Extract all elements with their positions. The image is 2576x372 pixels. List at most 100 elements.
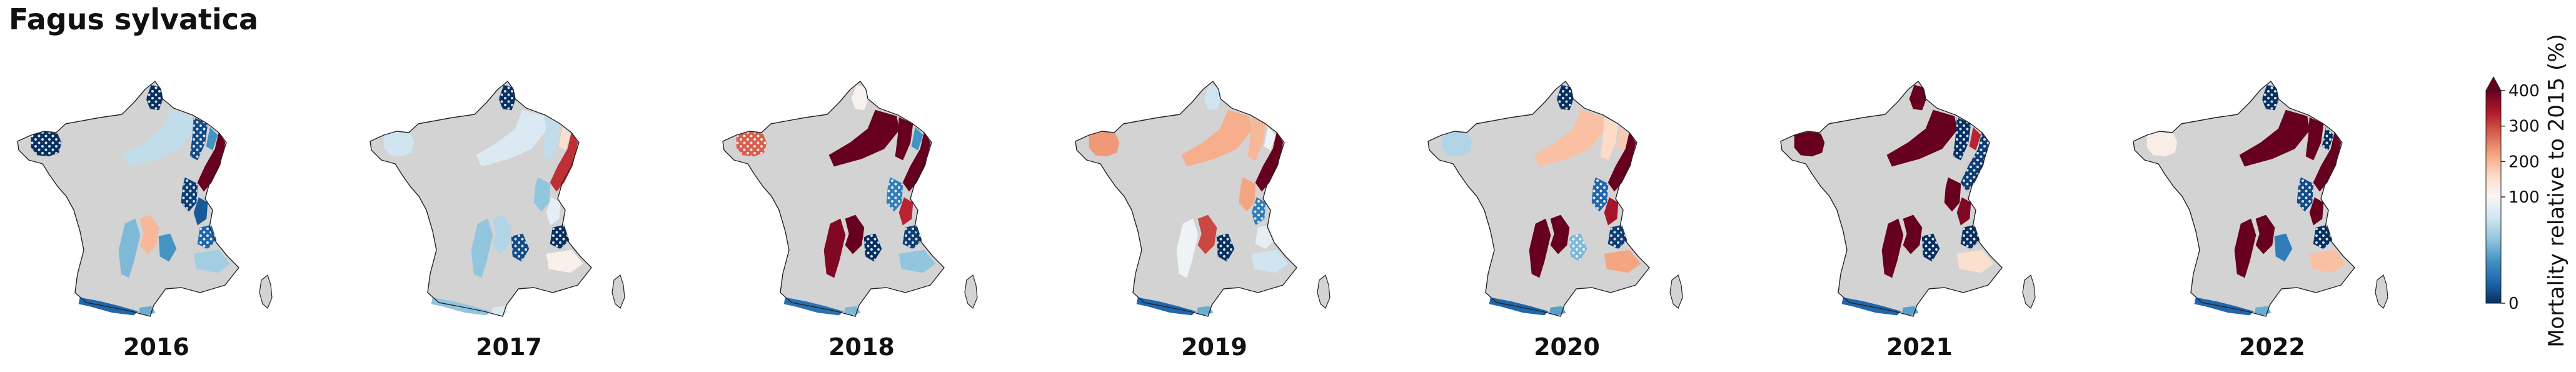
region-hatch-ardennes (146, 85, 163, 110)
france-outline (2133, 81, 2355, 317)
region-massif-central-e (2255, 214, 2275, 254)
france-land (1781, 81, 2002, 316)
region-hatch-ardennes (2262, 85, 2278, 110)
france-outline (722, 81, 945, 317)
colorbar-tick-label: 300 (2508, 118, 2540, 136)
region-lorraine-e (1616, 127, 1629, 151)
panel-year-label: 2017 (476, 333, 542, 361)
region-alpes-s (546, 249, 583, 273)
region-bretagne (2146, 131, 2178, 157)
region-bretagne (1441, 131, 1472, 157)
colorbar-tick-label: 200 (2508, 153, 2540, 171)
corsica (2022, 274, 2036, 309)
map-panel-2021: 2021 (1780, 81, 2036, 361)
region-cevennes (158, 233, 177, 262)
region-hatch-ardennes (1557, 85, 1573, 110)
france-outline (1427, 81, 1650, 317)
region-vosges (1607, 132, 1636, 192)
region-jura-n (533, 177, 551, 212)
region-massif-central-e (139, 214, 159, 254)
region-jura-s (193, 197, 208, 226)
region-hatch-cevennes (511, 234, 529, 261)
region-hatch-cevennes (1569, 234, 1587, 261)
region-massif-central-w (1176, 218, 1199, 278)
region-massif-central-w (2234, 218, 2257, 278)
france-land (2133, 81, 2355, 316)
region-jura-s (1956, 197, 1971, 226)
region-hatch-jura-n (181, 178, 198, 211)
france-outline (17, 81, 239, 317)
region-cevennes (2274, 233, 2293, 262)
region-alpes-s (1604, 249, 1641, 273)
region-lorraine-e (558, 127, 571, 151)
region-hatch-lorraine-e (2322, 128, 2333, 150)
map-panel-2018: 2018 (722, 81, 978, 361)
region-lorraine-e (1264, 127, 1276, 151)
region-hatch-jura-s (1252, 198, 1265, 225)
region-massif-central-w (823, 218, 846, 278)
region-hatch-cevennes (1217, 234, 1234, 261)
corsica (1317, 274, 1331, 309)
france-land (723, 81, 944, 316)
panel-year-label: 2020 (1534, 333, 1600, 361)
region-jura-n (1239, 177, 1256, 212)
map-panel-2017: 2017 (370, 81, 625, 361)
region-vosges (902, 132, 931, 192)
corsica (1669, 274, 1683, 309)
region-vosges (550, 132, 578, 192)
region-jura-s (546, 197, 561, 226)
region-ardennes (1909, 84, 1926, 111)
map-panel-2020: 2020 (1427, 81, 1683, 361)
region-massif-central-w (1529, 218, 1551, 278)
region-ardennes (1204, 84, 1221, 111)
region-ardennes (851, 84, 868, 111)
france-land (18, 81, 239, 316)
panel-year-label: 2021 (1886, 333, 1953, 361)
region-hatch-bretagne (737, 132, 767, 156)
region-bretagne (1089, 131, 1120, 157)
region-champagne (123, 109, 194, 167)
region-champagne (1534, 109, 1605, 167)
region-lorraine-e (911, 127, 923, 151)
region-lorraine-e (206, 127, 218, 151)
region-hatch-vosges (1961, 133, 1988, 191)
region-champagne (2239, 109, 2310, 167)
colorbar: 0 100 200 300 400 Mortality relative to 2015 … (2485, 34, 2569, 348)
region-alpes-s (193, 249, 231, 273)
region-massif-central-e (492, 214, 512, 254)
region-hatch-lorraine-w (190, 118, 208, 160)
colorbar-extend-arrow (2485, 76, 2502, 91)
france-land (1428, 81, 1649, 316)
panel-year-label: 2022 (2239, 333, 2305, 361)
region-alpes-s (1956, 249, 1994, 273)
france-land (370, 81, 591, 316)
region-champagne (828, 109, 900, 167)
region-bretagne (1794, 131, 1825, 157)
region-hatch-jura-n (887, 178, 903, 211)
colorbar-tick-label: 400 (2508, 82, 2540, 101)
region-massif-central-w (1881, 218, 1904, 278)
region-hatch-bretagne (31, 132, 61, 156)
region-massif-central-e (1550, 214, 1570, 254)
figure-title: Fagus sylvatica (9, 3, 259, 36)
map-panel-2016: 2016 (17, 81, 273, 361)
panel-year-label: 2016 (123, 333, 189, 361)
colorbar-label: Mortality relative to 2015 (%) (2544, 34, 2569, 348)
colorbar-gradient (2486, 91, 2501, 303)
colorbar-tick-label: 0 (2508, 294, 2519, 313)
region-hatch-jura-n (1592, 178, 1608, 211)
corsica (2375, 274, 2388, 309)
map-panel-2022: 2022 (2133, 81, 2388, 361)
region-hatch-jura-n (2297, 178, 2313, 211)
region-jura-n (1944, 177, 1961, 212)
region-lorraine-e (1969, 127, 1981, 151)
region-alpes-s (1251, 249, 1289, 273)
region-massif-central-e (845, 214, 865, 254)
france-outline (370, 81, 592, 317)
france-outline (1780, 81, 2003, 317)
corsica (964, 274, 978, 309)
corsica (611, 274, 625, 309)
region-jura-s (2309, 197, 2324, 226)
region-hatch-lorraine-w (1953, 118, 1971, 160)
region-vosges (197, 132, 226, 192)
